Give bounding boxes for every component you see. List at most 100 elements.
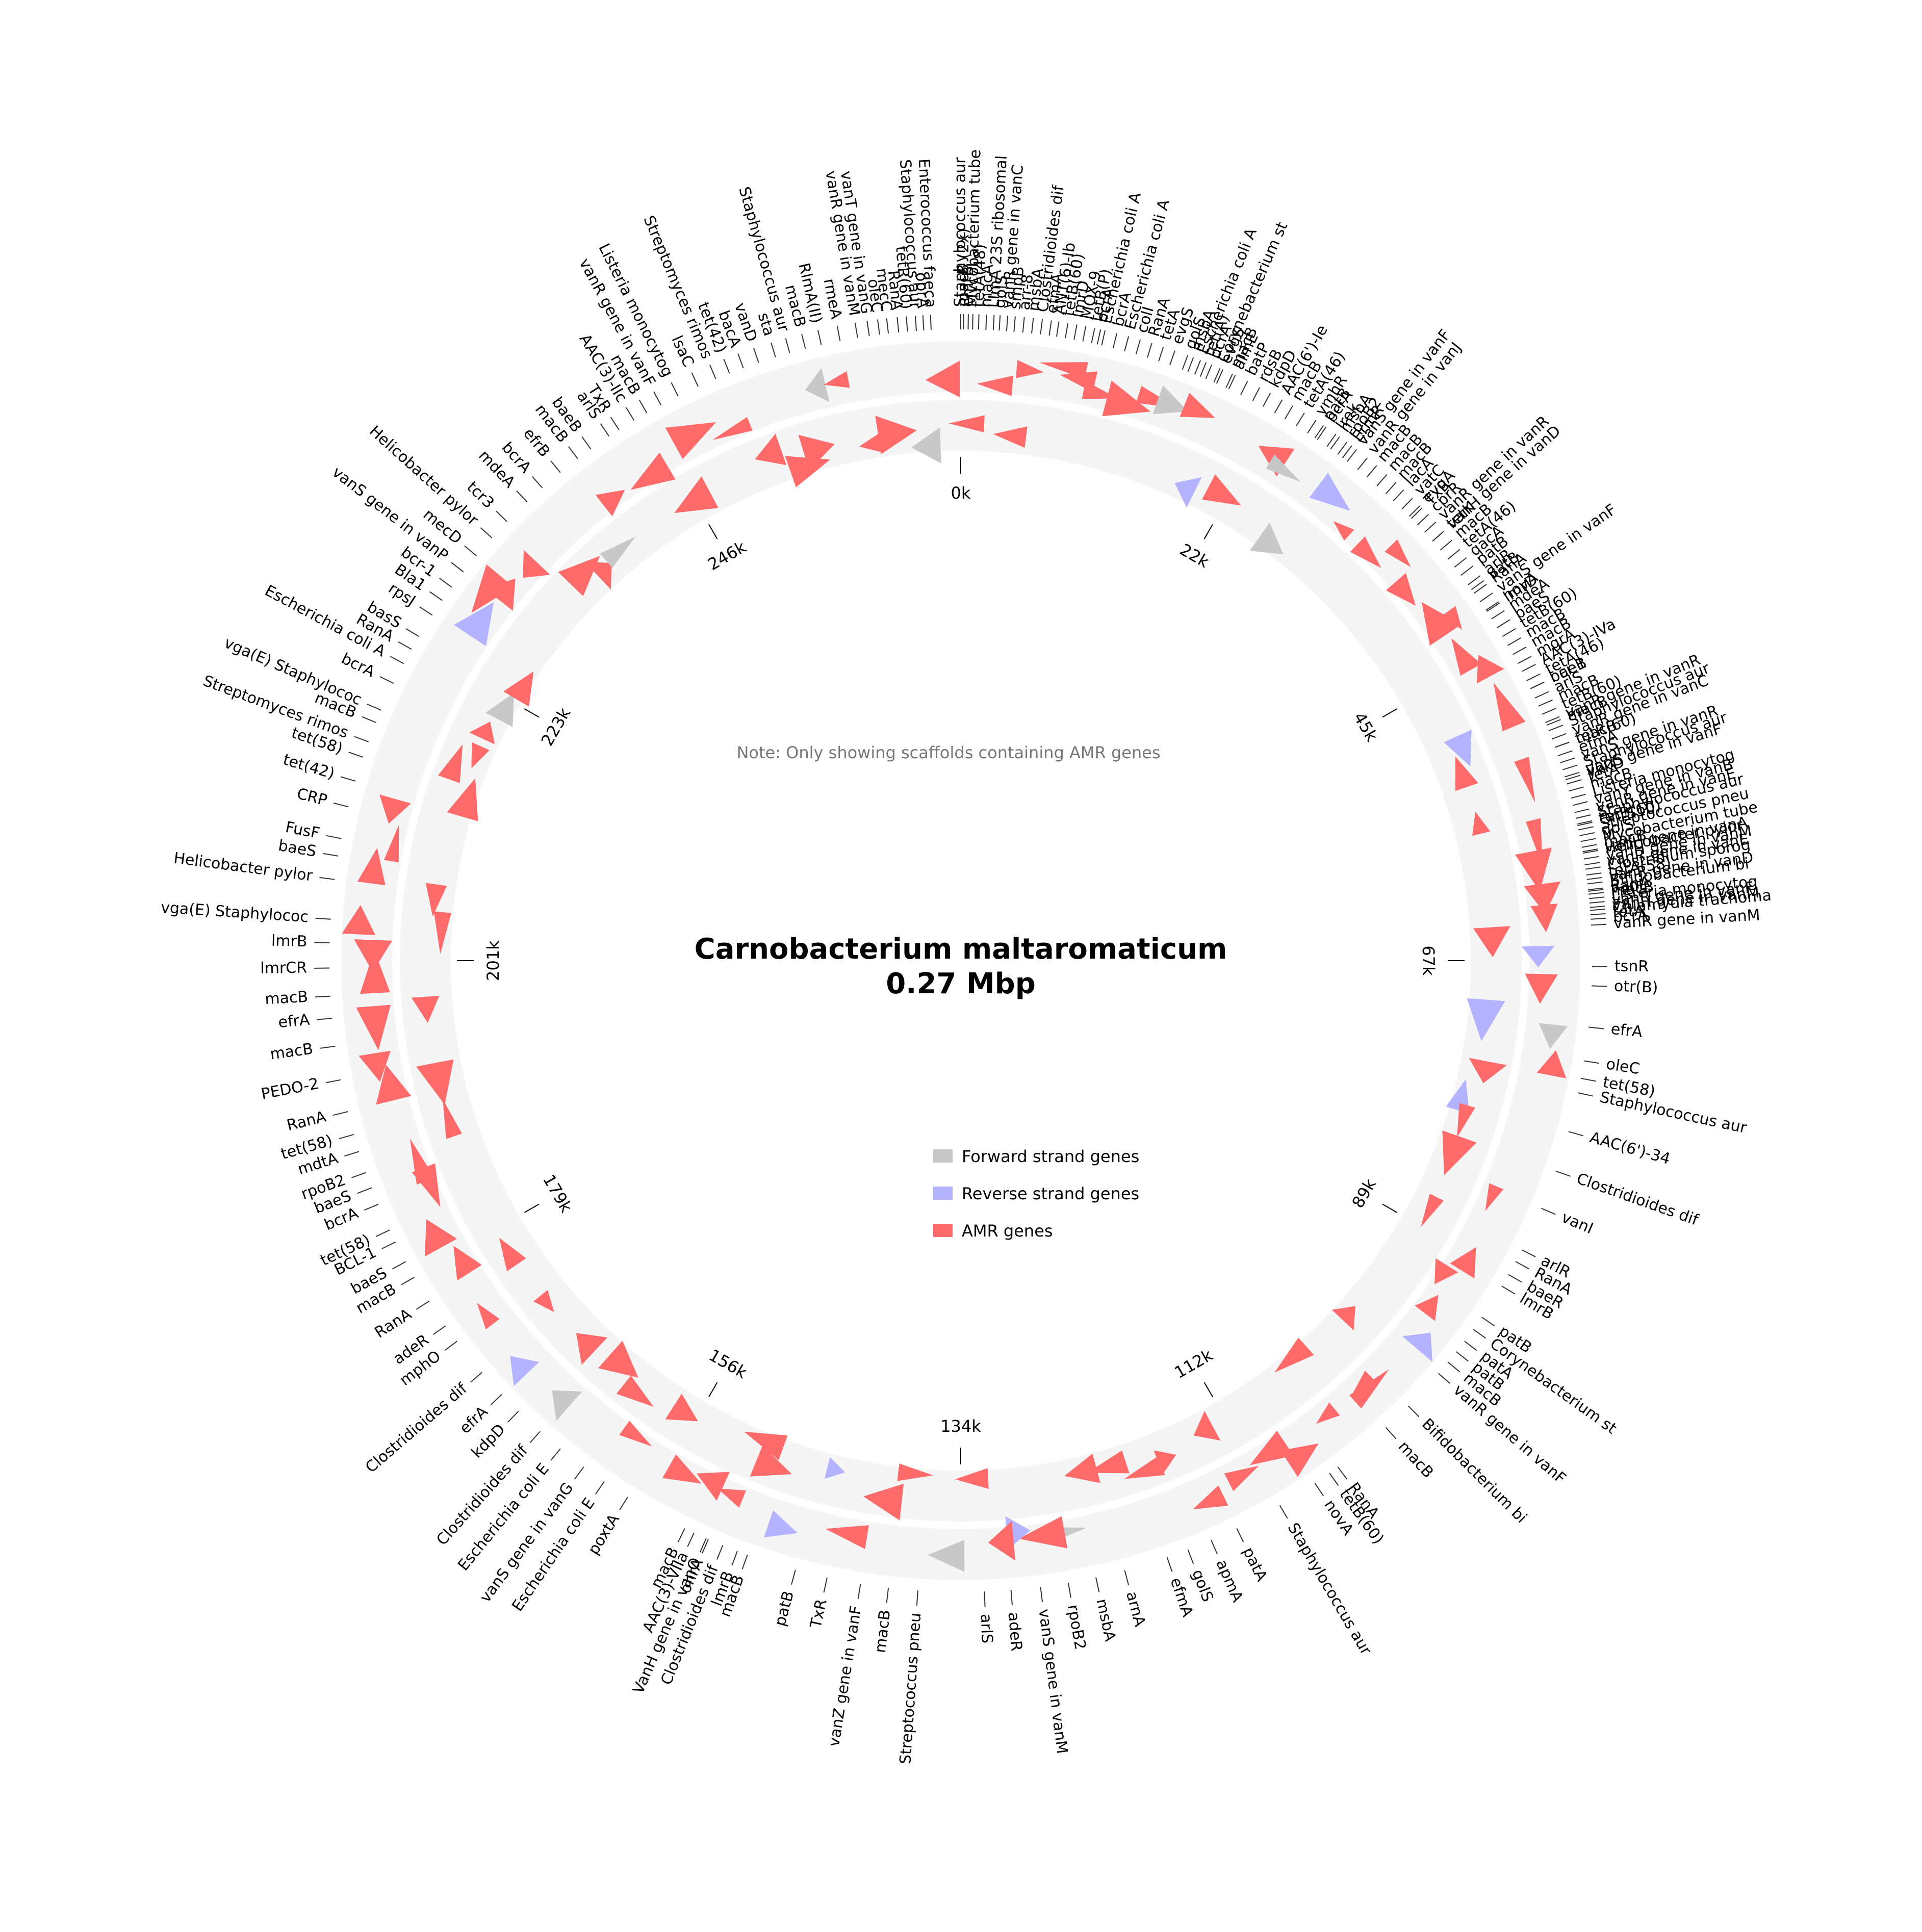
gene-label-leader [1326, 433, 1337, 447]
tick-label: 134k [940, 1416, 981, 1436]
tick-label: 45k [1350, 709, 1382, 745]
gene-label-leader [1056, 321, 1060, 337]
amr-gene [358, 1050, 391, 1082]
tick-label: 67k [1419, 945, 1438, 976]
gene-label-leader [529, 1431, 541, 1444]
gene-label: RanA [884, 270, 906, 312]
amr-gene [665, 422, 716, 459]
amr-gene [1350, 536, 1381, 568]
gene-label: tetA [1612, 901, 1645, 921]
gene-rings [341, 341, 1580, 1580]
amr-gene [1434, 1258, 1458, 1284]
gene-label-leader [1342, 445, 1352, 458]
gene-label-leader [416, 1300, 430, 1310]
amr-gene [1249, 1430, 1294, 1465]
gene-label-leader [1515, 1261, 1530, 1270]
gene-label-leader [1401, 498, 1413, 510]
legend-amr-swatch [933, 1224, 953, 1237]
amr-gene [1514, 757, 1535, 803]
gene-label: macB [269, 1040, 314, 1063]
gene-label-leader [432, 1325, 446, 1335]
amr-gene [1473, 926, 1510, 958]
amr-gene [503, 671, 534, 707]
amr-gene [425, 1219, 457, 1257]
tick-label: 246k [705, 537, 750, 574]
gene-label-leader [1586, 877, 1602, 880]
forward-gene [485, 692, 515, 727]
gene-label-leader [753, 348, 759, 363]
amr-gene [1457, 1103, 1475, 1138]
gene-label-leader [574, 1466, 584, 1480]
gene-label-leader [379, 676, 394, 684]
gene-label-leader [1205, 364, 1213, 379]
gene-label-leader [429, 591, 443, 601]
legend-amr-label: AMR genes [962, 1221, 1053, 1241]
gene-label-leader [1022, 317, 1025, 333]
reverse-gene [1522, 945, 1555, 968]
gene-label: TxR [807, 1598, 830, 1630]
gene-label-leader [1587, 881, 1603, 885]
gene-label: Staphylococcus aur [952, 157, 969, 307]
amr-gene [744, 1431, 788, 1460]
gene-label-leader [906, 316, 908, 332]
gene-label: Clostridioides dif [362, 1379, 471, 1477]
gene-label-leader [480, 527, 493, 538]
gene-label: arr-8 [1016, 273, 1037, 311]
gene-label: efrA [1610, 1020, 1644, 1041]
gene-label-leader [319, 877, 335, 880]
gene-label-leader [896, 317, 900, 333]
forward-gene [1152, 385, 1188, 415]
gene-label-leader [1147, 343, 1152, 358]
gene-label-leader [691, 372, 699, 387]
gene-label-leader [1588, 889, 1604, 892]
amr-gene [897, 1463, 934, 1481]
gene-label-leader [1586, 872, 1602, 876]
gene-label-leader [1521, 1249, 1536, 1257]
gene-label-leader [1464, 1341, 1477, 1351]
gene-label-leader [1588, 887, 1604, 890]
amr-gene [443, 1099, 462, 1139]
gene-label-leader [737, 353, 744, 369]
gene-label-leader [1091, 328, 1095, 344]
gene-label-leader [801, 333, 806, 349]
amr-gene [750, 1446, 792, 1477]
gene-label-leader [1546, 719, 1561, 726]
amr-gene [1476, 655, 1504, 684]
amr-gene [1316, 1402, 1340, 1424]
gene-label: macB [264, 988, 309, 1009]
gene-label-leader [1521, 664, 1536, 672]
gene-label-leader [1393, 489, 1404, 502]
amr-gene [1087, 1450, 1130, 1474]
amr-gene [712, 417, 753, 440]
amr-gene [357, 847, 386, 886]
legend-forward-swatch [933, 1149, 953, 1163]
gene-label-leader [1447, 549, 1460, 560]
reverse-gene [764, 1510, 798, 1538]
amr-gene [484, 578, 516, 611]
amr-gene [1202, 474, 1241, 506]
amr-gene [1442, 1130, 1477, 1175]
gene-label-leader [1296, 413, 1305, 426]
gene-label-leader [791, 1569, 796, 1585]
gene-label-leader [1583, 856, 1599, 860]
amr-gene [630, 452, 676, 490]
gene-label-leader [315, 995, 331, 998]
reverse-gene [1467, 998, 1505, 1042]
gene-label: otr(B) [1613, 977, 1658, 997]
gene-label-leader [464, 545, 477, 556]
gene-label-leader [1572, 801, 1588, 806]
gene-label: Streptococcus pneu [896, 1612, 925, 1765]
gene-label-leader [401, 1276, 415, 1285]
forward-gene [1266, 454, 1301, 482]
gene-label-leader [1590, 906, 1605, 908]
gene-label-leader [390, 656, 404, 664]
gene-label: Mycobacterium tube [964, 149, 985, 307]
gene-label: oprA [912, 272, 932, 309]
amr-gene [453, 1246, 482, 1281]
gene-label-leader [1577, 820, 1593, 825]
tick-mark [1203, 524, 1213, 539]
gene-label-leader [1385, 1427, 1397, 1439]
gene-label-leader [702, 1539, 709, 1554]
gene-label-leader [1557, 750, 1573, 757]
amr-gene [1415, 1295, 1439, 1321]
